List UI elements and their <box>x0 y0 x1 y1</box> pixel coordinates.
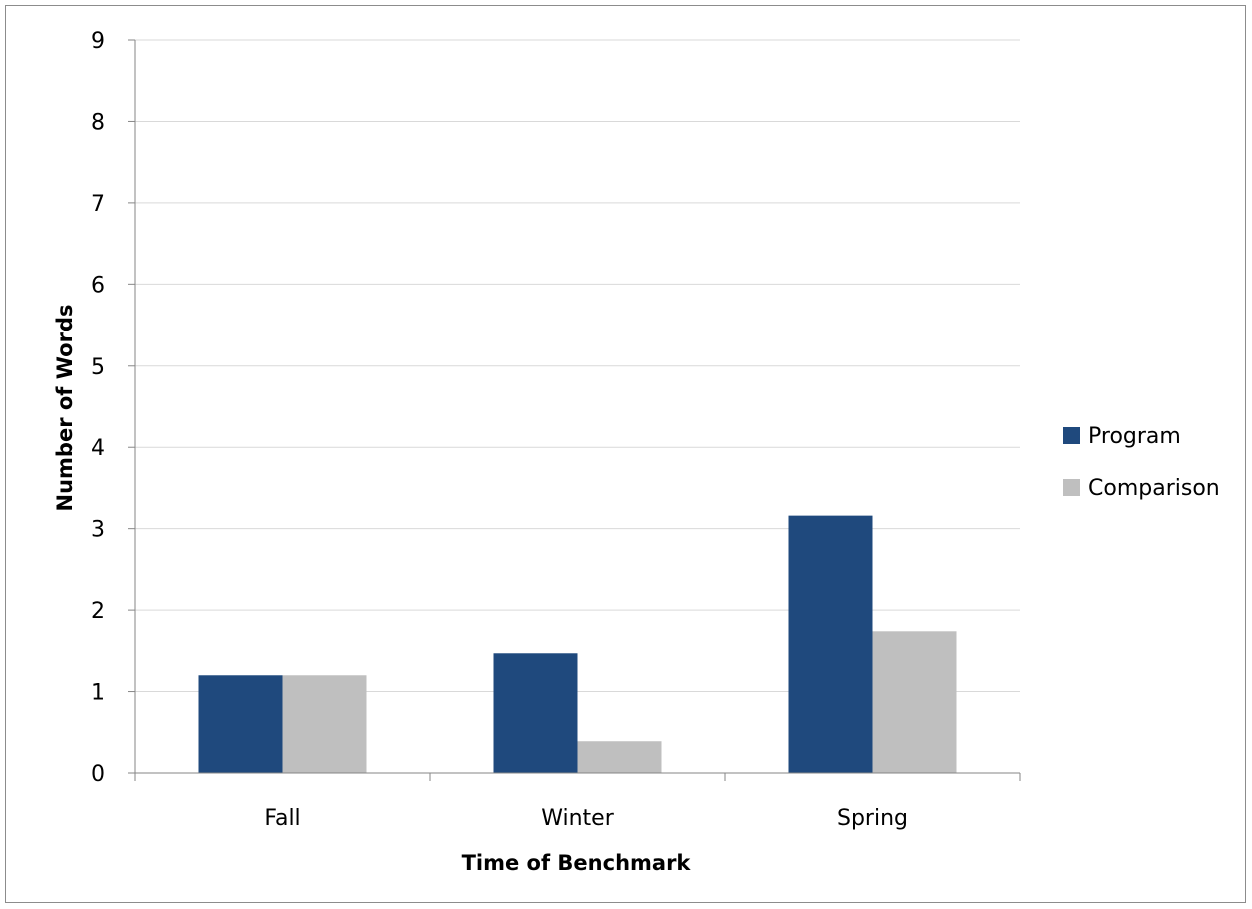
y-tick-label: 1 <box>91 681 105 706</box>
y-tick-label: 8 <box>91 110 105 135</box>
y-tick-label: 2 <box>91 599 105 624</box>
x-tick-label: Spring <box>837 806 908 831</box>
bar-program-fall <box>198 675 283 773</box>
bar-program-spring <box>788 515 873 773</box>
gridlines <box>135 39 1020 693</box>
bar-program-winter <box>493 653 578 773</box>
legend-swatch-program <box>1063 427 1080 444</box>
bar-comparison-fall <box>282 675 367 773</box>
legend: Program Comparison <box>1063 424 1220 501</box>
axes <box>128 39 1021 781</box>
y-tick-label: 5 <box>91 355 105 380</box>
y-tick-label: 7 <box>91 192 105 217</box>
y-tick-label: 4 <box>91 436 105 461</box>
legend-swatch-comparison <box>1063 479 1080 496</box>
legend-label-program: Program <box>1088 424 1181 449</box>
y-tick-label: 3 <box>91 518 105 543</box>
bar-comparison-spring <box>872 631 957 773</box>
bars <box>198 515 957 773</box>
x-tick-label: Winter <box>541 806 614 831</box>
x-tick-label: Fall <box>264 806 300 831</box>
x-axis-title: Time of Benchmark <box>462 851 692 875</box>
bar-comparison-winter <box>577 741 662 773</box>
y-tick-label: 0 <box>91 762 105 787</box>
legend-label-comparison: Comparison <box>1088 476 1220 501</box>
y-tick-labels: 0 1 2 3 4 5 6 7 8 9 <box>91 29 105 787</box>
x-tick-labels: Fall Winter Spring <box>264 806 908 831</box>
y-tick-label: 9 <box>91 29 105 54</box>
y-tick-label: 6 <box>91 273 105 298</box>
y-axis-title: Number of Words <box>53 305 77 512</box>
